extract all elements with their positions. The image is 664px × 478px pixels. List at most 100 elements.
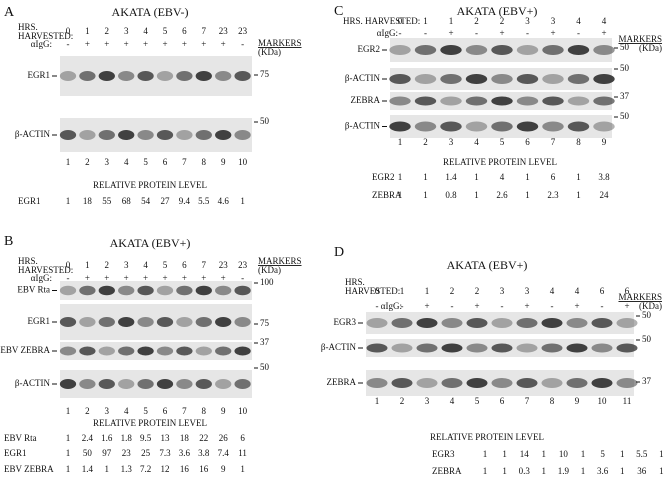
band	[137, 285, 154, 296]
hour: 3	[124, 26, 129, 36]
band	[566, 378, 588, 388]
lane-number: 4	[124, 157, 129, 167]
panel-title: AKATA (EBV+)	[457, 4, 538, 18]
band	[591, 343, 613, 353]
level-value: 1	[474, 172, 479, 182]
panel-title: AKATA (EBV+)	[447, 258, 528, 272]
band	[234, 317, 251, 327]
lane-number: 10	[238, 157, 248, 167]
level-name: ZEBRA	[432, 466, 462, 476]
lane-number: 2	[85, 157, 90, 167]
level-value: 6	[551, 172, 556, 182]
band	[491, 121, 513, 132]
band	[366, 378, 388, 388]
band	[542, 96, 564, 106]
band	[137, 71, 154, 81]
markers-label: MARKERS	[618, 292, 662, 302]
aigg-sign: +	[424, 301, 429, 311]
blot-label: β-ACTIN	[345, 73, 381, 83]
markers-label: (KDa)	[639, 301, 662, 311]
lane-number: 8	[202, 157, 207, 167]
level-value: 36	[637, 466, 647, 476]
lane-number: 5	[475, 396, 480, 406]
band	[176, 285, 193, 296]
band	[195, 71, 212, 81]
level-value: 1	[620, 466, 625, 476]
band	[414, 96, 437, 106]
lane-number: 9	[602, 137, 607, 147]
hour: 4	[143, 26, 148, 36]
band	[516, 318, 538, 328]
level-value: 1	[474, 190, 479, 200]
band	[195, 317, 212, 327]
level-value: 5.5	[198, 196, 210, 206]
band	[234, 379, 251, 389]
level-value: 2.3	[547, 190, 559, 200]
aigg-sign: +	[104, 273, 109, 283]
hour: 1	[400, 286, 405, 296]
blot	[60, 342, 252, 360]
aigg-sign: +	[162, 39, 167, 49]
band	[79, 379, 96, 389]
band	[98, 285, 115, 296]
level-value: 1	[576, 172, 581, 182]
band	[98, 346, 115, 356]
band	[616, 318, 638, 328]
level-value: 5.5	[636, 449, 648, 459]
level-value: 9.5	[140, 433, 152, 443]
level-value: 7.3	[159, 448, 171, 458]
lane-number: 2	[423, 137, 428, 147]
lane-number: 9	[221, 406, 226, 416]
lane-number: 1	[66, 406, 71, 416]
band	[389, 45, 411, 55]
level-value: 9.4	[179, 196, 191, 206]
aigg-label: αIgG:	[377, 28, 398, 38]
blot-label: EGR1	[28, 70, 51, 80]
aigg-sign: +	[124, 39, 129, 49]
level-value: 1	[659, 466, 664, 476]
band	[215, 130, 232, 140]
band	[516, 343, 538, 353]
level-value: 22	[199, 433, 208, 443]
hour: 3	[551, 16, 556, 26]
aigg-sign: +	[499, 28, 504, 38]
band	[491, 74, 513, 84]
aigg-sign: +	[182, 39, 187, 49]
aigg-sign: +	[85, 273, 90, 283]
blot-label: EGR2	[358, 44, 381, 54]
level-value: 25	[141, 448, 151, 458]
band	[234, 130, 251, 140]
lane-number: 1	[66, 157, 71, 167]
blot-label: β-ACTIN	[15, 129, 51, 139]
band	[176, 346, 193, 356]
aigg-sign: +	[221, 273, 226, 283]
band	[542, 74, 564, 84]
band	[195, 285, 212, 296]
band	[491, 343, 513, 353]
level-value: 2.4	[82, 433, 94, 443]
level-value: 1	[620, 449, 625, 459]
band	[440, 45, 462, 55]
band	[566, 343, 588, 353]
aigg-sign: +	[201, 39, 206, 49]
band	[567, 121, 590, 132]
level-value: 1	[423, 172, 428, 182]
markers-label: MARKERS	[258, 38, 302, 48]
level-value: 1	[502, 466, 507, 476]
hour: 7	[202, 26, 207, 36]
lane-number: 7	[182, 157, 187, 167]
band	[215, 71, 232, 81]
band	[234, 346, 251, 356]
aigg-sign: -	[67, 273, 70, 283]
level-name: EGR1	[18, 196, 41, 206]
band	[98, 71, 115, 81]
hour: 0	[375, 286, 380, 296]
level-value: 1	[66, 464, 71, 474]
lane-number: 2	[85, 406, 90, 416]
band	[79, 71, 96, 81]
band	[118, 346, 135, 356]
level-value: 16	[180, 464, 190, 474]
lane-number: 1	[398, 137, 403, 147]
lane-number: 7	[551, 137, 556, 147]
markers-label: (KDa)	[258, 265, 281, 275]
